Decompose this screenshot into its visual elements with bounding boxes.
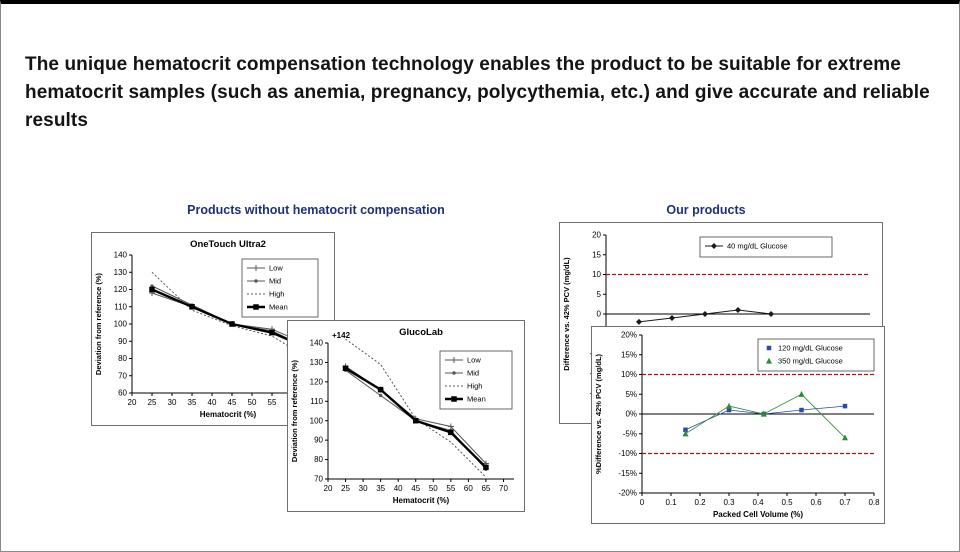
- svg-text:110: 110: [114, 302, 127, 311]
- svg-text:Mean: Mean: [467, 395, 486, 404]
- svg-text:50: 50: [429, 484, 438, 493]
- svg-text:0.1: 0.1: [665, 498, 677, 507]
- svg-text:45: 45: [411, 484, 420, 493]
- svg-text:100: 100: [310, 416, 324, 425]
- svg-text:Mid: Mid: [467, 369, 479, 378]
- svg-text:90: 90: [314, 436, 323, 445]
- svg-text:80: 80: [118, 354, 127, 363]
- svg-text:140: 140: [114, 251, 128, 260]
- svg-text:5: 5: [597, 290, 602, 299]
- svg-text:55: 55: [446, 484, 455, 493]
- svg-text:30: 30: [168, 398, 177, 407]
- svg-text:50: 50: [248, 398, 257, 407]
- svg-text:-15%: -15%: [618, 469, 637, 478]
- svg-text:10%: 10%: [621, 370, 637, 379]
- svg-text:Mid: Mid: [269, 277, 281, 286]
- svg-text:High: High: [269, 290, 284, 299]
- svg-text:0: 0: [597, 310, 602, 319]
- svg-text:25: 25: [341, 484, 350, 493]
- chart-glucolab: GlucoLab Deviation from reference (%) Hema…: [287, 320, 525, 512]
- svg-text:Deviation from reference (%): Deviation from reference (%): [94, 272, 103, 375]
- svg-text:10: 10: [592, 270, 601, 279]
- svg-text:40: 40: [208, 398, 217, 407]
- svg-text:Low: Low: [467, 356, 481, 365]
- svg-text:High: High: [467, 382, 482, 391]
- svg-text:0.4: 0.4: [752, 498, 764, 507]
- svg-text:130: 130: [310, 358, 324, 367]
- svg-text:55: 55: [268, 398, 277, 407]
- svg-text:90: 90: [118, 337, 127, 346]
- svg-text:0%: 0%: [625, 410, 637, 419]
- svg-text:-20%: -20%: [618, 489, 637, 498]
- svg-text:Packed Cell Volume (%): Packed Cell Volume (%): [713, 510, 803, 519]
- svg-text:130: 130: [114, 268, 128, 277]
- svg-text:-5%: -5%: [623, 429, 637, 438]
- svg-text:100: 100: [114, 320, 128, 329]
- svg-text:35: 35: [376, 484, 385, 493]
- svg-text:35: 35: [188, 398, 197, 407]
- svg-text:Deviation from reference (%): Deviation from reference (%): [290, 359, 299, 462]
- svg-text:110: 110: [310, 397, 323, 406]
- svg-text:15%: 15%: [621, 350, 637, 359]
- svg-text:40: 40: [394, 484, 403, 493]
- svg-text:+142: +142: [332, 331, 351, 340]
- svg-text:GlucoLab: GlucoLab: [399, 327, 443, 338]
- svg-text:0.8: 0.8: [868, 498, 880, 507]
- svg-text:Hematocrit (%): Hematocrit (%): [393, 496, 450, 505]
- svg-text:30: 30: [359, 484, 368, 493]
- section-header-no-compensation: Products without hematocrit compensation: [187, 203, 445, 217]
- svg-text:Hematocrit (%): Hematocrit (%): [200, 410, 257, 419]
- svg-text:15: 15: [592, 250, 601, 259]
- svg-text:20: 20: [324, 484, 333, 493]
- svg-text:70: 70: [118, 371, 127, 380]
- svg-text:40 mg/dL Glucose: 40 mg/dL Glucose: [727, 242, 788, 251]
- svg-text:60: 60: [464, 484, 473, 493]
- svg-text:-10%: -10%: [618, 449, 637, 458]
- svg-text:120 mg/dL Glucose: 120 mg/dL Glucose: [778, 344, 843, 353]
- svg-text:0: 0: [640, 498, 645, 507]
- slide-title: The unique hematocrit compensation techn…: [25, 54, 930, 132]
- svg-text:120: 120: [310, 377, 324, 386]
- section-header-our-products: Our products: [666, 203, 746, 217]
- svg-text:65: 65: [481, 484, 490, 493]
- chart-120-350mg-glucose: %Difference vs. 42% PCV (mg/dL) Packed Ce…: [591, 326, 885, 524]
- svg-text:0.7: 0.7: [839, 498, 851, 507]
- svg-text:0.2: 0.2: [694, 498, 706, 507]
- svg-text:350 mg/dL Glucose: 350 mg/dL Glucose: [778, 357, 843, 366]
- svg-text:20%: 20%: [621, 331, 637, 340]
- svg-text:80: 80: [314, 455, 323, 464]
- svg-text:Mean: Mean: [269, 303, 288, 312]
- svg-text:45: 45: [228, 398, 237, 407]
- glucolab-svg: GlucoLab Deviation from reference (%) Hema…: [290, 327, 514, 505]
- svg-text:Low: Low: [269, 264, 283, 273]
- svg-text:70: 70: [499, 484, 508, 493]
- svg-text:70: 70: [314, 475, 323, 484]
- svg-text:Difference vs. 42% PCV (mg/dL): Difference vs. 42% PCV (mg/dL): [562, 257, 571, 371]
- svg-text:0.3: 0.3: [723, 498, 735, 507]
- svg-text:OneTouch Ultra2: OneTouch Ultra2: [190, 239, 266, 250]
- svg-text:5%: 5%: [625, 390, 637, 399]
- svg-text:25: 25: [148, 398, 157, 407]
- glucose40-svg: Difference vs. 42% PCV (mg/dL)-20-15-10-…: [562, 231, 870, 398]
- svg-text:120: 120: [114, 285, 128, 294]
- svg-text:20: 20: [128, 398, 137, 407]
- svg-text:0.5: 0.5: [781, 498, 793, 507]
- svg-text:%Difference vs. 42% PCV (mg/dL: %Difference vs. 42% PCV (mg/dL): [594, 353, 603, 474]
- svg-text:20: 20: [592, 231, 601, 240]
- svg-text:60: 60: [118, 389, 127, 398]
- glucose120_350-svg: %Difference vs. 42% PCV (mg/dL) Packed Ce…: [594, 331, 880, 519]
- svg-text:0.6: 0.6: [810, 498, 822, 507]
- svg-text:140: 140: [310, 339, 324, 348]
